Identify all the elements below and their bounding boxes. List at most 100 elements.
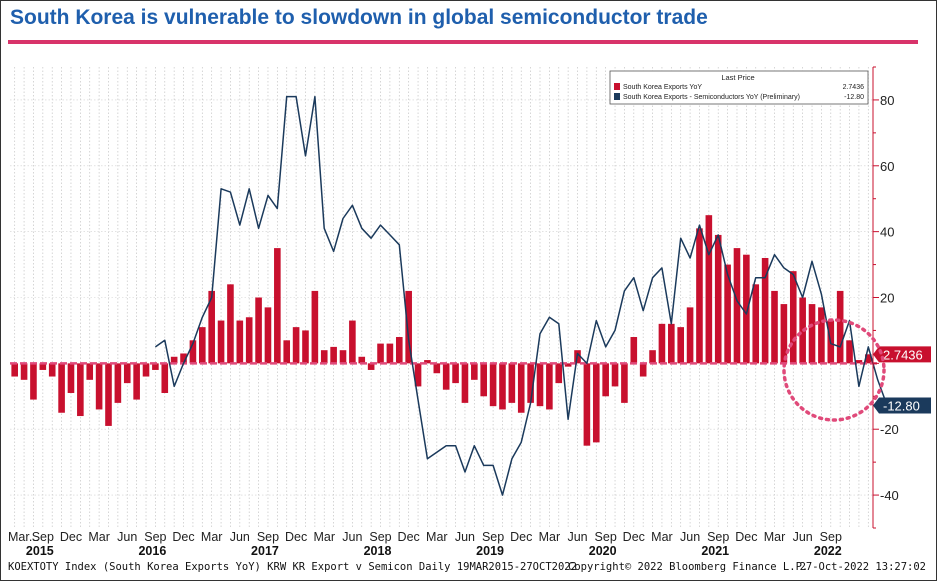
exports-bar — [133, 363, 140, 400]
exports-bar — [264, 307, 272, 364]
exports-bar — [527, 363, 534, 403]
exports-bar — [780, 304, 788, 364]
x-tick-label: Sep — [144, 530, 166, 544]
x-tick-label: Sep — [369, 530, 391, 544]
exports-bar — [611, 363, 619, 387]
exports-bar — [236, 320, 244, 364]
exports-bar — [48, 363, 56, 377]
exports-bar — [311, 290, 319, 364]
x-tick-label: Sep — [595, 530, 617, 544]
exports-bar — [855, 360, 863, 364]
highlight-circle — [782, 318, 886, 422]
exports-bar — [77, 363, 84, 417]
x-tick-label: Sep — [32, 530, 54, 544]
exports-bar — [39, 363, 47, 370]
legend-item-name: South Korea Exports YoY — [623, 84, 702, 91]
title-underline — [8, 40, 918, 44]
exports-bar — [630, 337, 638, 364]
legend-box — [609, 70, 869, 105]
exports-bar — [471, 363, 478, 380]
exports-bar — [20, 363, 28, 380]
exports-bar — [536, 363, 544, 407]
y-axis: 80 60 40 20 -20 -40 — [872, 66, 899, 529]
exports-bar — [189, 340, 197, 364]
exports-bar — [639, 363, 647, 377]
exports-bar — [367, 363, 375, 370]
exports-bar — [517, 363, 525, 413]
x-tick-label: Dec — [285, 530, 307, 544]
x-year-label: 2021 — [701, 544, 729, 558]
x-tick-label: Mar — [426, 530, 448, 544]
exports-bar — [836, 290, 844, 364]
exports-bar — [733, 248, 741, 364]
x-year-label: 2015 — [26, 544, 54, 558]
highlight-circle-ring — [782, 318, 886, 422]
x-tick-label: Mar... — [8, 530, 39, 544]
exports-bar — [67, 363, 75, 393]
exports-bar — [405, 290, 412, 364]
exports-bar — [292, 327, 300, 364]
exports-bar — [696, 228, 703, 364]
exports-bar — [546, 363, 553, 410]
exports-bar — [414, 363, 422, 387]
x-tick-label: Sep — [820, 530, 842, 544]
x-year-label: 2022 — [814, 544, 842, 558]
exports-bar — [761, 257, 769, 364]
exports-bar — [208, 290, 215, 364]
x-year-label: 2018 — [364, 544, 392, 558]
x-tick-label: Mar — [764, 530, 786, 544]
exports-bar — [152, 363, 159, 370]
exports-bar — [198, 327, 206, 364]
x-year-label: 2020 — [589, 544, 617, 558]
x-tick-label: Jun — [793, 530, 813, 544]
exports-bar — [30, 363, 37, 400]
last-value-tag — [873, 397, 931, 414]
x-tick-label: Sep — [707, 530, 729, 544]
exports-bar — [592, 363, 600, 443]
exports-bar — [499, 363, 506, 410]
exports-bar — [658, 323, 666, 364]
exports-bar — [752, 284, 760, 364]
exports-bar — [724, 264, 731, 364]
x-tick-label: Dec — [735, 530, 757, 544]
last-value-label: 2.7436 — [883, 347, 923, 362]
legend-item-name: South Korea Exports - Semiconductors YoY… — [623, 94, 800, 101]
x-tick-label: Dec — [398, 530, 420, 544]
exports-bar — [480, 363, 488, 397]
x-tick-label: Mar — [313, 530, 335, 544]
exports-bar — [808, 304, 816, 364]
grid-lines — [10, 67, 873, 528]
exports-bar — [142, 363, 150, 377]
exports-bar — [86, 363, 94, 380]
exports-bar — [245, 317, 253, 364]
y-tick-label: 80 — [880, 93, 894, 108]
exports-bar — [349, 320, 356, 364]
chart-title: South Korea is vulnerable to slowdown in… — [10, 6, 708, 29]
exports-bar — [714, 234, 722, 364]
y-tick-label: 60 — [880, 159, 894, 174]
semiconductor-series-line — [154, 95, 888, 496]
y-tick-label: -20 — [880, 422, 899, 437]
exports-bar — [58, 363, 65, 413]
semiconductor-line — [154, 95, 888, 496]
exports-bar — [621, 363, 628, 403]
exports-bar — [227, 284, 234, 364]
exports-bar — [274, 248, 281, 364]
exports-bar — [555, 363, 563, 384]
x-year-label: 2019 — [476, 544, 504, 558]
exports-bar — [865, 354, 872, 364]
exports-bar — [95, 363, 103, 410]
x-tick-label: Jun — [230, 530, 250, 544]
y-tick-label: 40 — [880, 225, 894, 240]
x-tick-label: Mar — [88, 530, 110, 544]
last-value-tag — [873, 346, 931, 363]
x-year-label: 2017 — [251, 544, 279, 558]
x-tick-label: Dec — [60, 530, 82, 544]
x-tick-label: Mar — [539, 530, 561, 544]
exports-bars — [11, 215, 872, 446]
exports-bar — [320, 350, 328, 364]
exports-bar — [395, 337, 403, 364]
exports-bar — [11, 363, 18, 377]
exports-bar — [424, 360, 431, 364]
